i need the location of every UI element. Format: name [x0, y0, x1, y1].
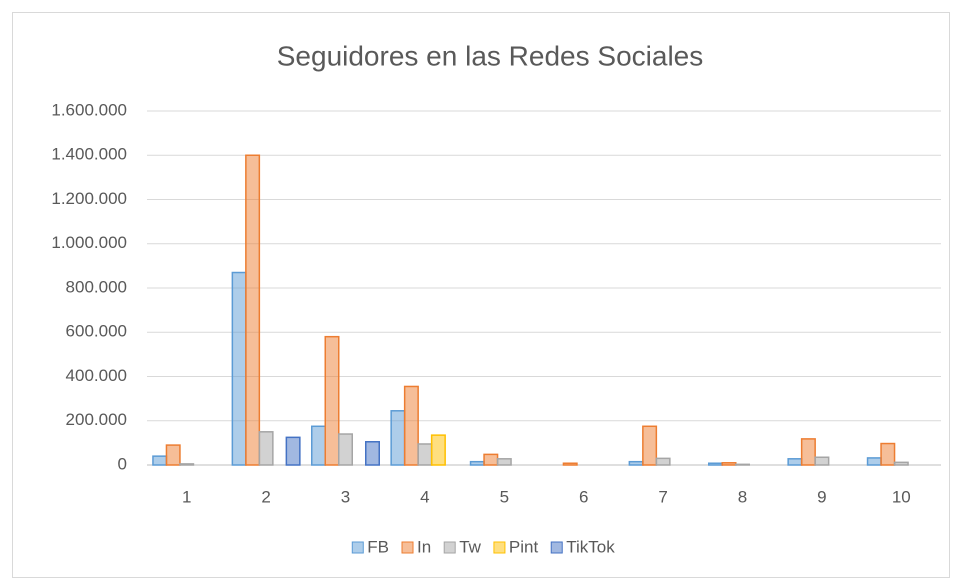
bar: [179, 463, 195, 466]
legend-label: FB: [367, 537, 389, 556]
bar: [311, 425, 326, 466]
bar: [708, 462, 723, 466]
bar: [338, 433, 353, 466]
y-tick-label: 400.000: [66, 366, 127, 385]
y-tick-label: 200.000: [66, 410, 127, 429]
y-tick-label: 0: [118, 454, 127, 473]
bar: [735, 463, 750, 466]
bar: [814, 456, 830, 466]
y-tick-label: 1.000.000: [51, 233, 127, 252]
bar: [642, 425, 658, 466]
bar: [258, 431, 274, 466]
legend-swatch: [550, 541, 563, 554]
x-tick-label: 6: [579, 487, 588, 506]
bar: [655, 457, 671, 466]
bar: [800, 438, 816, 466]
chart-frame: [12, 12, 950, 578]
chart-title: Seguidores en las Redes Sociales: [277, 40, 703, 71]
legend-label: TikTok: [566, 537, 615, 556]
bar: [231, 271, 247, 466]
legend-swatch: [443, 541, 456, 554]
bar: [469, 460, 485, 466]
legend-label: Pint: [509, 537, 539, 556]
x-tick-label: 1: [182, 487, 191, 506]
legend-swatch: [401, 541, 414, 554]
legend-label: Tw: [459, 537, 481, 556]
x-tick-label: 9: [817, 487, 826, 506]
bar: [483, 453, 499, 466]
legend-swatch: [493, 541, 506, 554]
legend-swatch: [351, 541, 364, 554]
x-tick-label: 8: [738, 487, 747, 506]
x-tick-label: 3: [341, 487, 350, 506]
bar: [496, 458, 512, 466]
y-tick-label: 1.600.000: [51, 100, 127, 119]
y-tick-label: 600.000: [66, 322, 127, 341]
x-tick-label: 2: [261, 487, 270, 506]
y-tick-label: 1.400.000: [51, 145, 127, 164]
bar: [628, 460, 644, 466]
bar: [324, 335, 340, 466]
bar: [285, 436, 301, 466]
x-tick-label: 7: [658, 487, 667, 506]
bar: [245, 154, 261, 466]
bar: [430, 434, 446, 466]
bar: [721, 462, 737, 466]
legend-label: In: [417, 537, 431, 556]
bar: [403, 385, 419, 466]
y-tick-label: 1.200.000: [51, 189, 127, 208]
y-tick-label: 800.000: [66, 277, 127, 296]
bar: [152, 455, 168, 466]
bar: [787, 458, 803, 466]
bar: [365, 441, 380, 466]
bar: [390, 410, 406, 466]
x-tick-label: 10: [892, 487, 911, 506]
bar: [893, 461, 909, 466]
bar: [165, 444, 181, 466]
x-tick-label: 4: [420, 487, 429, 506]
bar: [866, 457, 882, 466]
bar: [562, 462, 578, 466]
x-tick-label: 5: [500, 487, 509, 506]
bar: [417, 443, 433, 466]
bar: [880, 442, 896, 466]
